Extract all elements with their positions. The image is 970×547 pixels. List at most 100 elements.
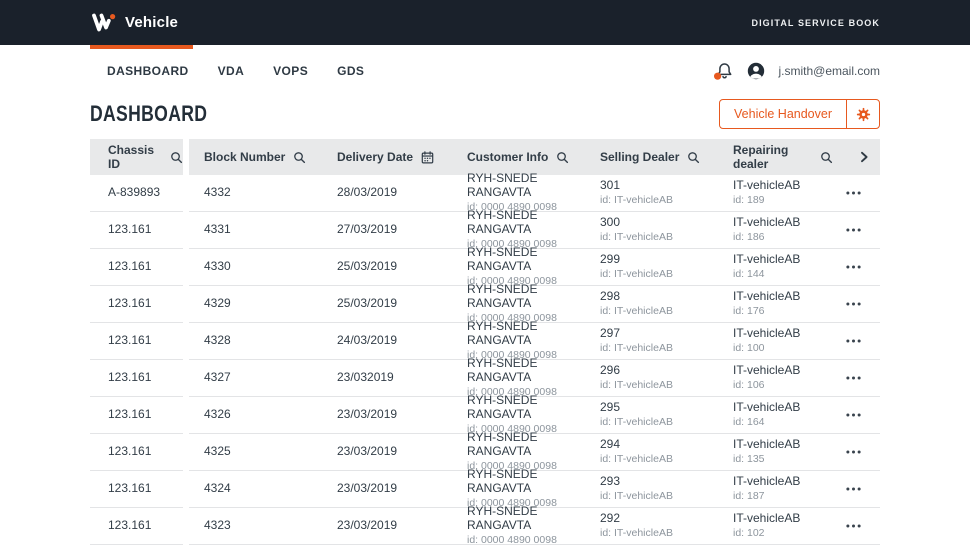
- column-header-repairing-dealer[interactable]: Repairing dealer: [718, 139, 833, 175]
- row-menu-button[interactable]: [842, 520, 865, 532]
- row-menu-button[interactable]: [842, 224, 865, 236]
- brand-name: Vehicle: [125, 14, 179, 31]
- frozen-column-gap: [183, 139, 189, 175]
- customer-id: id: 0000 4890 0098: [467, 312, 557, 325]
- customer-id: id: 0000 4890 0098: [467, 201, 557, 214]
- row-menu-button[interactable]: [842, 372, 865, 384]
- page-header: DASHBOARD Vehicle Handover: [0, 97, 970, 131]
- table-row[interactable]: 123.161 4328 24/03/2019 RYH-SNEDE RANGAV…: [90, 320, 880, 362]
- table-row[interactable]: 123.161 4331 27/03/2019 RYH-SNEDE RANGAV…: [90, 208, 880, 251]
- selling-dealer-id: id: IT-vehicleAB: [600, 231, 673, 244]
- column-header-delivery-date[interactable]: Delivery Date: [322, 139, 452, 175]
- search-icon[interactable]: [293, 151, 306, 164]
- search-icon[interactable]: [820, 151, 833, 164]
- repairing-dealer-id: id: 106: [733, 379, 765, 392]
- customer-name: RYH-SNEDE RANGAVTA: [467, 208, 538, 237]
- table-row[interactable]: 123.161 4327 23/032019 RYH-SNEDE RANGAVT…: [90, 357, 880, 399]
- column-header-customer-info[interactable]: Customer Info: [452, 139, 585, 175]
- notifications-button[interactable]: [713, 61, 734, 81]
- column-header-actions: [833, 139, 880, 175]
- frozen-column-gap: [183, 508, 189, 545]
- row-menu-button[interactable]: [842, 298, 865, 310]
- tab-vops[interactable]: VOPS: [273, 64, 309, 78]
- column-header-block-number[interactable]: Block Number: [189, 139, 322, 175]
- selling-dealer-number: 297: [600, 326, 621, 341]
- customer-name: RYH-SNEDE RANGAVTA: [467, 393, 538, 422]
- ellipsis-icon: [846, 413, 861, 417]
- customer-id: id: 0000 4890 0098: [467, 275, 557, 288]
- table-row[interactable]: 123.161 4324 23/03/2019 RYH-SNEDE RANGAV…: [90, 468, 880, 509]
- table-header-row: Chassis ID Block Number Delivery Date: [90, 139, 880, 175]
- search-icon[interactable]: [687, 151, 700, 164]
- selling-dealer-id: id: IT-vehicleAB: [600, 305, 673, 318]
- handover-settings-button[interactable]: [846, 100, 879, 128]
- brand[interactable]: Vehicle: [90, 12, 178, 34]
- repairing-dealer-name: IT-vehicleAB: [733, 400, 801, 415]
- table-row[interactable]: 123.161 4329 25/03/2019 RYH-SNEDE RANGAV…: [90, 283, 880, 325]
- tab-dashboard[interactable]: DASHBOARD: [107, 64, 189, 78]
- ellipsis-icon: [846, 228, 861, 232]
- selling-dealer-number: 296: [600, 363, 621, 378]
- ellipsis-icon: [846, 265, 861, 269]
- chassis-id-value: 123.161: [108, 222, 152, 237]
- vehicle-handover-button[interactable]: Vehicle Handover: [734, 107, 832, 121]
- repairing-dealer-id: id: 102: [733, 527, 765, 540]
- table-row[interactable]: A-839893 4332 28/03/2019 RYH-SNEDE RANGA…: [90, 172, 880, 214]
- frozen-column-gap: [183, 471, 189, 508]
- customer-id: id: 0000 4890 0098: [467, 349, 557, 362]
- row-menu-button[interactable]: [842, 409, 865, 421]
- tab-vda[interactable]: VDA: [217, 64, 245, 78]
- row-menu-button[interactable]: [842, 187, 865, 199]
- customer-id: id: 0000 4890 0098: [467, 238, 557, 251]
- repairing-dealer-name: IT-vehicleAB: [733, 511, 801, 526]
- user-email[interactable]: j.smith@email.com: [778, 64, 880, 78]
- customer-id: id: 0000 4890 0098: [467, 534, 557, 547]
- row-menu-button[interactable]: [842, 335, 865, 347]
- repairing-dealer-id: id: 189: [733, 194, 765, 207]
- ellipsis-icon: [846, 302, 861, 306]
- block-number-value: 4329: [204, 296, 231, 311]
- customer-name: RYH-SNEDE RANGAVTA: [467, 504, 538, 533]
- delivery-date-value: 28/03/2019: [337, 185, 398, 200]
- block-number-value: 4326: [204, 407, 231, 422]
- block-number-value: 4327: [204, 370, 231, 385]
- block-number-value: 4325: [204, 444, 231, 459]
- block-number-value: 4324: [204, 481, 231, 496]
- table-row[interactable]: 123.161 4330 25/03/2019 RYH-SNEDE RANGAV…: [90, 245, 880, 288]
- brand-accent-underline: [90, 45, 193, 49]
- row-menu-button[interactable]: [842, 446, 865, 458]
- table-row[interactable]: 123.161 4326 23/03/2019 RYH-SNEDE RANGAV…: [90, 393, 880, 435]
- repairing-dealer-name: IT-vehicleAB: [733, 326, 801, 341]
- bell-icon: [714, 63, 732, 80]
- ellipsis-icon: [846, 524, 861, 528]
- repairing-dealer-name: IT-vehicleAB: [733, 252, 801, 267]
- selling-dealer-number: 301: [600, 178, 621, 193]
- search-icon[interactable]: [170, 151, 183, 164]
- repairing-dealer-id: id: 186: [733, 231, 765, 244]
- selling-dealer-id: id: IT-vehicleAB: [600, 342, 673, 355]
- frozen-column-gap: [183, 175, 189, 212]
- digital-service-book-label: DIGITAL SERVICE BOOK: [751, 17, 880, 28]
- customer-name: RYH-SNEDE RANGAVTA: [467, 245, 538, 274]
- nav-tabs: DASHBOARD VDA VOPS GDS: [107, 64, 364, 78]
- column-header-selling-dealer[interactable]: Selling Dealer: [585, 139, 718, 175]
- delivery-date-value: 24/03/2019: [337, 333, 398, 348]
- frozen-column-gap: [183, 249, 189, 286]
- row-menu-button[interactable]: [842, 261, 865, 273]
- tab-gds[interactable]: GDS: [337, 64, 365, 78]
- chassis-id-value: A-839893: [108, 185, 161, 200]
- frozen-column-gap: [183, 397, 189, 434]
- search-icon[interactable]: [556, 151, 569, 164]
- user-avatar[interactable]: [747, 62, 765, 80]
- customer-id: id: 0000 4890 0098: [467, 386, 557, 399]
- frozen-column-gap: [183, 286, 189, 323]
- table-row[interactable]: 123.161 4325 23/03/2019 RYH-SNEDE RANGAV…: [90, 431, 880, 472]
- row-menu-button[interactable]: [842, 483, 865, 495]
- table-row[interactable]: 123.161 4323 23/03/2019 RYH-SNEDE RANGAV…: [90, 504, 880, 547]
- calendar-icon[interactable]: [421, 150, 434, 164]
- brand-logo-icon: [90, 12, 116, 34]
- column-header-chassis-id[interactable]: Chassis ID: [90, 139, 183, 175]
- block-number-value: 4328: [204, 333, 231, 348]
- scroll-columns-right-icon[interactable]: [858, 151, 870, 163]
- selling-dealer-id: id: IT-vehicleAB: [600, 416, 673, 429]
